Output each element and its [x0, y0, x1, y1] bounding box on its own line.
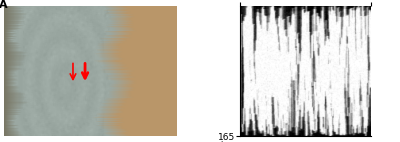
Text: A: A — [0, 0, 8, 11]
Text: t (frame): t (frame) — [397, 0, 400, 1]
